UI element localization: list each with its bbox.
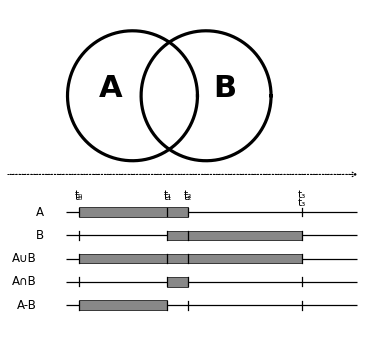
Text: t₀: t₀ <box>75 190 83 200</box>
Text: t₂: t₂ <box>184 192 192 201</box>
Text: t₀: t₀ <box>75 192 83 201</box>
Text: t₁: t₁ <box>163 190 171 200</box>
Bar <box>79 207 188 217</box>
Bar <box>79 254 302 263</box>
Text: A∪B: A∪B <box>12 252 37 265</box>
Text: t₁: t₁ <box>163 192 171 201</box>
Text: A-B: A-B <box>17 299 37 312</box>
Bar <box>79 300 167 310</box>
Text: t₃: t₃ <box>298 198 306 208</box>
Text: t₃: t₃ <box>298 190 306 200</box>
Bar <box>167 231 302 240</box>
Text: A∩B: A∩B <box>12 275 37 288</box>
Text: t₂: t₂ <box>184 190 192 200</box>
Bar <box>167 277 188 287</box>
Text: B: B <box>36 229 44 242</box>
Text: A: A <box>99 75 122 103</box>
Text: A: A <box>36 206 44 219</box>
Text: B: B <box>213 75 236 103</box>
